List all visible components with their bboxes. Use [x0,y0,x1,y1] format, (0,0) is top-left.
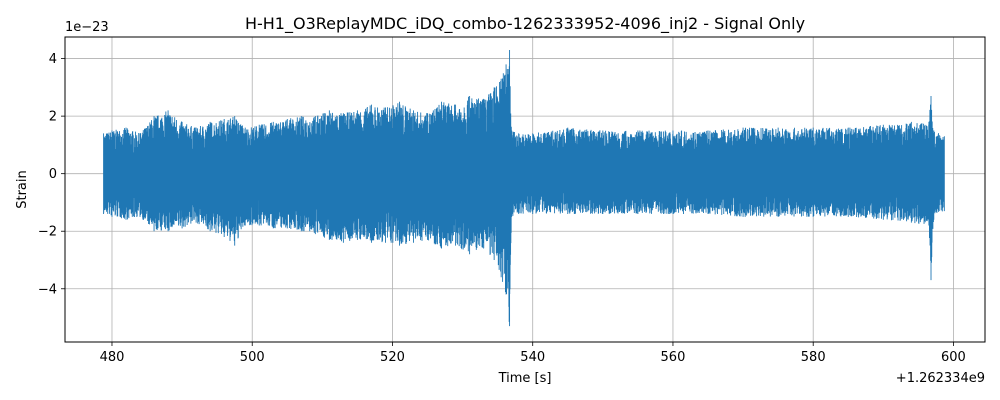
axes-frame [64,36,986,343]
y-axis-scale-label: 1e−23 [65,20,109,35]
x-tick-label: 480 [100,350,125,365]
signal-series [103,49,945,327]
y-tick-label: 4 [49,52,57,67]
x-axis-offset-label: +1.262334e9 [896,371,985,386]
y-tick-label: −2 [38,225,57,240]
y-tick-label: 2 [49,110,57,125]
x-tick-label: 500 [240,350,265,365]
axis-ticks: 480 500 520 540 560 580 600 −4 −2 0 2 4 [38,52,966,365]
signal-trace [103,49,945,327]
x-tick-label: 600 [941,350,966,365]
y-tick-label: −4 [38,282,57,297]
x-tick-label: 520 [380,350,405,365]
y-tick-label: 0 [49,167,57,182]
x-axis-label: Time [s] [498,371,552,386]
x-tick-label: 540 [520,350,545,365]
y-axis-label: Strain [15,170,30,209]
x-tick-label: 560 [661,350,686,365]
x-tick-label: 580 [801,350,826,365]
chart-title: H-H1_O3ReplayMDC_iDQ_combo-1262333952-40… [245,14,805,34]
